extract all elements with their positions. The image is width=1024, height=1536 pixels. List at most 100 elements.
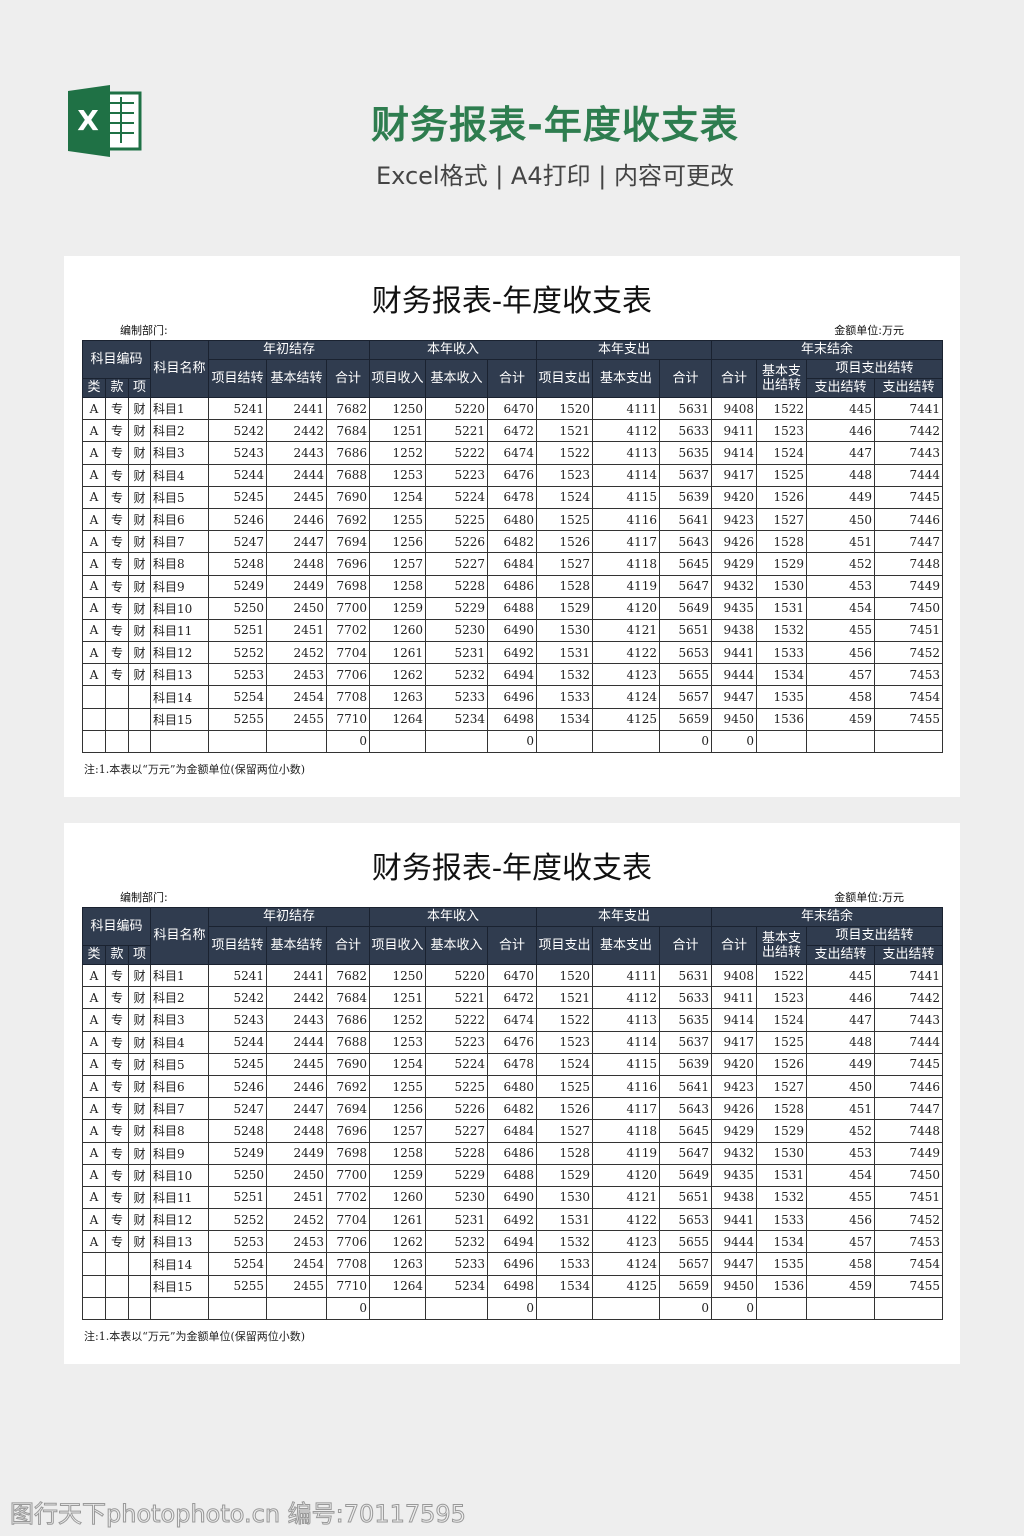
table-cell[interactable]: 专	[105, 485, 129, 509]
table-cell[interactable]: 财	[128, 419, 151, 443]
table-cell[interactable]: 1529	[536, 1163, 593, 1187]
table-cell[interactable]: 6474	[487, 1008, 537, 1032]
table-cell[interactable]: 1520	[536, 396, 593, 421]
table-cell[interactable]: 财	[128, 441, 151, 465]
table-cell[interactable]: 1261	[369, 1208, 426, 1232]
table-cell[interactable]: 9420	[711, 1052, 757, 1076]
table-cell[interactable]: 6488	[487, 596, 537, 620]
table-cell[interactable]: 2447	[266, 1097, 327, 1121]
table-cell[interactable]: 4125	[592, 1274, 660, 1298]
table-cell[interactable]: 5247	[208, 530, 267, 554]
table-cell[interactable]: 专	[105, 552, 129, 576]
table-cell[interactable]: 2444	[266, 1030, 327, 1054]
table-cell[interactable]: 科目6	[150, 507, 209, 532]
table-cell[interactable]: A	[82, 1163, 106, 1187]
table-cell[interactable]: 1260	[369, 1185, 426, 1210]
table-cell[interactable]: A	[82, 1052, 106, 1076]
table-cell[interactable]: 1253	[369, 463, 426, 487]
table-cell[interactable]: 4113	[592, 441, 660, 465]
table-cell[interactable]	[128, 1274, 151, 1298]
table-cell[interactable]: 财	[128, 485, 151, 509]
table-cell[interactable]: 6494	[487, 663, 537, 687]
table-cell[interactable]: 9444	[711, 663, 757, 687]
table-cell[interactable]: 6478	[487, 1052, 537, 1076]
table-cell[interactable]: 2443	[266, 1008, 327, 1032]
table-cell[interactable]: 9450	[711, 1274, 757, 1298]
table-cell[interactable]: 9429	[711, 552, 757, 576]
table-cell[interactable]: 2449	[266, 1141, 327, 1165]
table-cell[interactable]: 4124	[592, 685, 660, 709]
table-cell[interactable]	[128, 729, 151, 754]
table-cell[interactable]: 1252	[369, 1008, 426, 1032]
table-cell[interactable]	[128, 1252, 151, 1276]
table-cell[interactable]: 财	[128, 574, 151, 598]
table-cell[interactable]: 5225	[425, 1074, 488, 1099]
table-cell[interactable]: 5225	[425, 507, 488, 532]
table-cell[interactable]: 9414	[711, 1008, 757, 1032]
table-cell[interactable]: A	[82, 552, 106, 576]
table-cell[interactable]: 专	[105, 618, 129, 643]
table-cell[interactable]: 6474	[487, 441, 537, 465]
table-cell[interactable]: 财	[128, 1074, 151, 1099]
table-cell[interactable]: 科目13	[150, 1230, 209, 1254]
table-cell[interactable]: 7696	[326, 552, 370, 576]
table-cell[interactable]: 1251	[369, 986, 426, 1010]
table-cell[interactable]: 449	[806, 1052, 875, 1076]
table-cell[interactable]: 1529	[536, 596, 593, 620]
table-cell[interactable]	[82, 1252, 106, 1276]
table-cell[interactable]: 7448	[874, 1119, 943, 1143]
table-cell[interactable]: 2450	[266, 596, 327, 620]
table-cell[interactable]: 453	[806, 1141, 875, 1165]
table-cell[interactable]: 1255	[369, 507, 426, 532]
table-cell[interactable]: 5241	[208, 963, 267, 988]
table-cell[interactable]: 2449	[266, 574, 327, 598]
table-cell[interactable]: 5641	[659, 507, 712, 532]
table-cell[interactable]: 9432	[711, 574, 757, 598]
table-cell[interactable]	[874, 1296, 943, 1321]
table-cell[interactable]: 9414	[711, 441, 757, 465]
table-cell[interactable]: 7708	[326, 1252, 370, 1276]
table-cell[interactable]: 451	[806, 1097, 875, 1121]
table-cell[interactable]: 447	[806, 1008, 875, 1032]
table-cell[interactable]: 1531	[756, 596, 807, 620]
table-cell[interactable]: 459	[806, 707, 875, 731]
table-cell[interactable]: 5659	[659, 707, 712, 731]
table-cell[interactable]: 455	[806, 618, 875, 643]
table-cell[interactable]: 专	[105, 1163, 129, 1187]
table-cell[interactable]: 科目12	[150, 641, 209, 665]
table-cell[interactable]: 9417	[711, 1030, 757, 1054]
table-cell[interactable]: A	[82, 485, 106, 509]
table-cell[interactable]: 专	[105, 596, 129, 620]
table-cell[interactable]: 6492	[487, 1208, 537, 1232]
table-cell[interactable]: 6496	[487, 1252, 537, 1276]
table-cell[interactable]	[425, 1296, 488, 1321]
table-cell[interactable]: 5247	[208, 1097, 267, 1121]
table-cell[interactable]: 5647	[659, 574, 712, 598]
table-cell[interactable]: A	[82, 1141, 106, 1165]
table-cell[interactable]: 1253	[369, 1030, 426, 1054]
table-cell[interactable]: 5228	[425, 574, 488, 598]
table-cell[interactable]: 财	[128, 618, 151, 643]
table-cell[interactable]: 4124	[592, 1252, 660, 1276]
table-cell[interactable]: 1530	[756, 1141, 807, 1165]
table-cell[interactable]: 财	[128, 1008, 151, 1032]
table-cell[interactable]: 5248	[208, 552, 267, 576]
table-cell[interactable]: 7686	[326, 441, 370, 465]
table-cell[interactable]: 5246	[208, 507, 267, 532]
table-cell[interactable]: 9423	[711, 1074, 757, 1099]
table-cell[interactable]: 7700	[326, 596, 370, 620]
table-cell[interactable]: 1528	[536, 574, 593, 598]
table-cell[interactable]: 1250	[369, 396, 426, 421]
table-cell[interactable]: 6472	[487, 419, 537, 443]
table-cell[interactable]: 财	[128, 552, 151, 576]
table-cell[interactable]: 1528	[536, 1141, 593, 1165]
table-cell[interactable]: 科目6	[150, 1074, 209, 1099]
table-cell[interactable]: 5221	[425, 419, 488, 443]
table-cell[interactable]: 1252	[369, 441, 426, 465]
table-cell[interactable]: 5657	[659, 1252, 712, 1276]
table-cell[interactable]: 专	[105, 463, 129, 487]
table-cell[interactable]	[756, 729, 807, 754]
table-cell[interactable]: 2444	[266, 463, 327, 487]
table-cell[interactable]: A	[82, 441, 106, 465]
table-cell[interactable]: 7452	[874, 641, 943, 665]
